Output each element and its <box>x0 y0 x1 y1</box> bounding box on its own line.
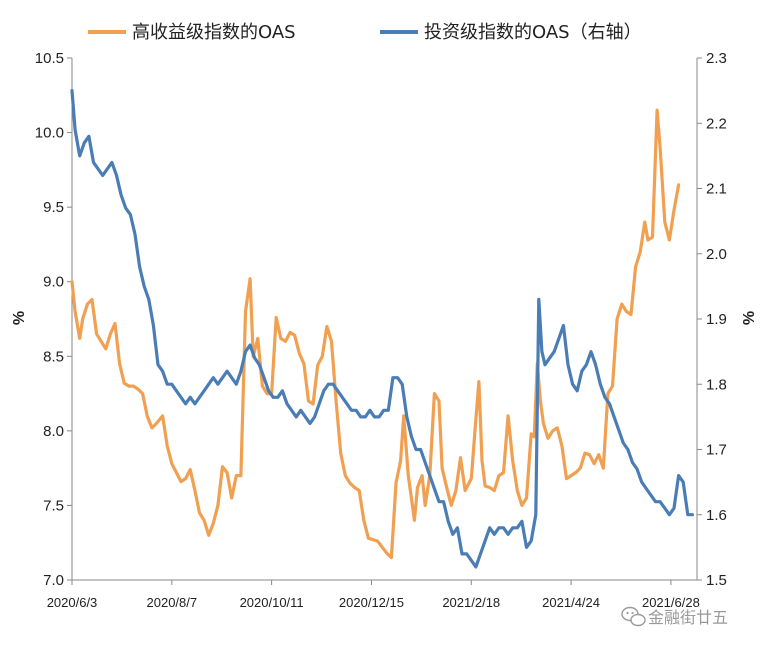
left-axis-ticks: 7.0 7.5 8.0 8.5 9.0 9.5 10.0 10.5 <box>35 50 72 589</box>
legend-label-high-yield: 高收益级指数的OAS <box>132 22 296 43</box>
left-tick-label-1: 7.5 <box>43 497 64 514</box>
watermark: 金融街廿五 <box>621 606 728 627</box>
left-tick-label-2: 8.0 <box>43 423 64 440</box>
x-tick-label-4: 2021/2/18 <box>442 595 500 610</box>
right-tick-label-6: 2.1 <box>706 181 727 198</box>
right-tick-label-0: 1.5 <box>706 572 727 589</box>
right-tick-label-4: 1.9 <box>706 311 727 328</box>
wechat-icon <box>621 606 646 627</box>
x-axis-ticks: 2020/6/3 2020/8/7 2020/10/11 2020/12/15 2021… <box>47 580 700 610</box>
x-tick-label-1: 2020/8/7 <box>147 595 198 610</box>
right-tick-label-8: 2.3 <box>706 50 727 67</box>
watermark-text: 金融街廿五 <box>648 608 728 627</box>
series-line-investment-grade-oas <box>70 88 695 569</box>
left-tick-label-0: 7.0 <box>43 572 64 589</box>
right-tick-label-3: 1.8 <box>706 376 727 393</box>
left-tick-label-6: 10.0 <box>35 125 64 142</box>
x-tick-label-3: 2020/12/15 <box>339 595 404 610</box>
x-tick-label-6: 2021/6/28 <box>642 595 700 610</box>
x-tick-label-0: 2020/6/3 <box>47 595 98 610</box>
right-tick-label-7: 2.2 <box>706 115 727 132</box>
right-axis-ticks: 1.5 1.6 1.7 1.8 1.9 2.0 2.1 2.2 2.3 <box>697 50 727 589</box>
legend-label-investment-grade: 投资级指数的OAS（右轴） <box>424 22 642 43</box>
legend: 高收益级指数的OAS 投资级指数的OAS（右轴） <box>88 22 642 43</box>
left-tick-label-5: 9.5 <box>43 199 64 216</box>
left-tick-label-4: 9.0 <box>43 274 64 291</box>
x-tick-label-2: 2020/10/11 <box>240 595 304 610</box>
right-tick-label-2: 1.7 <box>706 442 727 459</box>
left-tick-label-3: 8.5 <box>43 348 64 365</box>
series-lines <box>70 88 695 569</box>
left-tick-label-7: 10.5 <box>35 50 64 67</box>
x-tick-label-5: 2021/4/24 <box>542 595 600 610</box>
right-tick-label-1: 1.6 <box>706 507 727 524</box>
right-axis-title: % <box>741 311 758 325</box>
left-axis-title: % <box>11 311 28 325</box>
series-line-high-yield-oas <box>70 108 681 560</box>
right-tick-label-5: 2.0 <box>706 246 727 263</box>
